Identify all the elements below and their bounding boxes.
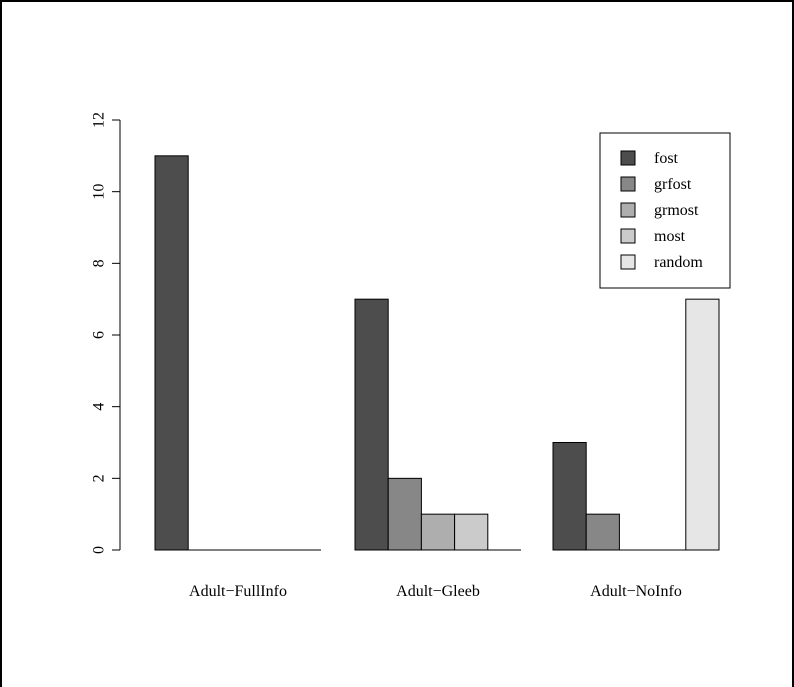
x-tick-label: Adult−Gleeb <box>396 583 480 600</box>
legend-label-grmost: grmost <box>654 202 699 219</box>
y-tick-label: 8 <box>91 259 108 267</box>
y-axis: 0 2 4 6 8 10 12 <box>91 112 121 554</box>
legend-label-most: most <box>654 228 686 245</box>
legend-swatch-fost <box>620 150 636 166</box>
x-tick-label: Adult−NoInfo <box>590 583 682 600</box>
legend-swatch-random <box>620 254 636 270</box>
legend: fost grfost grmost most random <box>599 132 731 289</box>
bar-grfost-1 <box>387 477 422 551</box>
y-tick-label: 4 <box>91 403 108 411</box>
legend-label-fost: fost <box>654 150 679 167</box>
legend-swatch-grfost <box>620 176 636 192</box>
bar-random-2 <box>685 298 720 551</box>
bar-fost-0 <box>154 155 189 551</box>
y-tick-label: 12 <box>91 112 108 128</box>
legend-swatch-grmost <box>620 202 636 218</box>
bar-grmost-1 <box>420 513 456 551</box>
x-tick-label: Adult−FullInfo <box>189 583 287 600</box>
y-tick-label: 6 <box>91 331 108 339</box>
y-tick-label: 10 <box>91 184 108 200</box>
bar-most-1 <box>454 513 489 551</box>
y-tick-label: 0 <box>91 546 108 554</box>
legend-label-grfost: grfost <box>654 176 692 193</box>
legend-label-random: random <box>654 254 703 271</box>
bars <box>154 155 720 551</box>
x-tick-labels: Adult−FullInfo Adult−Gleeb Adult−NoInfo <box>189 583 682 600</box>
bar-grfost-2 <box>585 513 620 551</box>
bar-fost-2 <box>552 442 587 551</box>
legend-swatch-most <box>620 228 636 244</box>
y-tick-label: 2 <box>91 474 108 482</box>
bar-fost-1 <box>354 298 389 551</box>
